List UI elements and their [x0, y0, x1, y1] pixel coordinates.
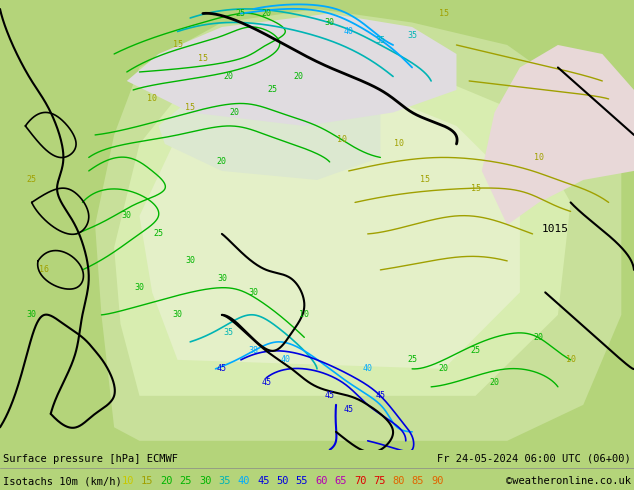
- Text: 25: 25: [236, 9, 246, 18]
- Text: 15: 15: [470, 184, 481, 194]
- Text: 10: 10: [394, 140, 404, 148]
- Text: Fr 24-05-2024 06:00 UTC (06+00): Fr 24-05-2024 06:00 UTC (06+00): [437, 454, 631, 464]
- Text: 45: 45: [261, 378, 271, 387]
- Text: 20: 20: [439, 365, 449, 373]
- Text: 10: 10: [299, 310, 309, 319]
- Text: 30: 30: [249, 288, 259, 297]
- Text: ©weatheronline.co.uk: ©weatheronline.co.uk: [506, 476, 631, 486]
- Text: 20: 20: [230, 108, 240, 117]
- Text: 38: 38: [249, 346, 259, 355]
- Text: 30: 30: [217, 274, 227, 283]
- Text: 40: 40: [363, 365, 373, 373]
- Text: 20: 20: [160, 476, 173, 486]
- Text: Surface pressure [hPa] ECMWF: Surface pressure [hPa] ECMWF: [3, 454, 178, 464]
- Text: 15: 15: [439, 9, 449, 18]
- Text: 45: 45: [344, 405, 354, 414]
- Text: 30: 30: [122, 211, 132, 220]
- Text: 25: 25: [153, 229, 164, 239]
- Text: 20: 20: [223, 72, 233, 81]
- Text: 10: 10: [534, 153, 544, 162]
- Text: 30: 30: [199, 476, 212, 486]
- Text: 35: 35: [223, 328, 233, 338]
- Text: 75: 75: [373, 476, 385, 486]
- Text: 25: 25: [268, 85, 278, 95]
- Text: 65: 65: [335, 476, 347, 486]
- Text: 20: 20: [489, 378, 500, 387]
- Text: 45: 45: [217, 365, 227, 373]
- Text: 85: 85: [412, 476, 424, 486]
- Polygon shape: [482, 45, 634, 225]
- Polygon shape: [139, 90, 520, 369]
- Text: 50: 50: [276, 476, 289, 486]
- Polygon shape: [95, 9, 621, 441]
- Text: 40: 40: [280, 355, 290, 365]
- Text: 30: 30: [172, 310, 183, 319]
- Text: 35: 35: [375, 36, 385, 45]
- Text: 16: 16: [39, 266, 49, 274]
- Text: 15: 15: [141, 476, 153, 486]
- Text: 35: 35: [218, 476, 231, 486]
- Text: 25: 25: [180, 476, 192, 486]
- Text: 1015: 1015: [541, 224, 568, 234]
- Text: 45: 45: [375, 392, 385, 400]
- Text: 20: 20: [261, 9, 271, 18]
- Text: 25: 25: [407, 355, 417, 365]
- Text: 10: 10: [122, 476, 134, 486]
- Text: 25: 25: [27, 175, 37, 184]
- Text: 25: 25: [470, 346, 481, 355]
- Text: 30: 30: [134, 283, 145, 293]
- Text: 15: 15: [172, 41, 183, 49]
- Text: Isotachs 10m (km/h): Isotachs 10m (km/h): [3, 476, 128, 486]
- Text: 80: 80: [392, 476, 405, 486]
- Text: 55: 55: [295, 476, 308, 486]
- Text: 70: 70: [354, 476, 366, 486]
- Polygon shape: [114, 54, 571, 396]
- Polygon shape: [158, 81, 380, 180]
- Text: 15: 15: [198, 54, 208, 63]
- Text: 35: 35: [407, 31, 417, 41]
- Text: 90: 90: [431, 476, 444, 486]
- Text: 10: 10: [566, 355, 576, 365]
- Text: 20: 20: [534, 333, 544, 342]
- Text: 20: 20: [217, 157, 227, 167]
- Text: 15: 15: [185, 103, 195, 113]
- Text: 40: 40: [238, 476, 250, 486]
- Text: 10: 10: [337, 135, 347, 144]
- Text: 30: 30: [185, 256, 195, 266]
- Text: 15: 15: [420, 175, 430, 184]
- Text: 30: 30: [325, 18, 335, 27]
- Text: 10: 10: [147, 95, 157, 103]
- Polygon shape: [127, 14, 456, 126]
- Text: 40: 40: [344, 27, 354, 36]
- Text: 60: 60: [315, 476, 328, 486]
- Text: 20: 20: [293, 72, 303, 81]
- Text: 30: 30: [27, 310, 37, 319]
- Text: 45: 45: [325, 392, 335, 400]
- Text: 45: 45: [257, 476, 269, 486]
